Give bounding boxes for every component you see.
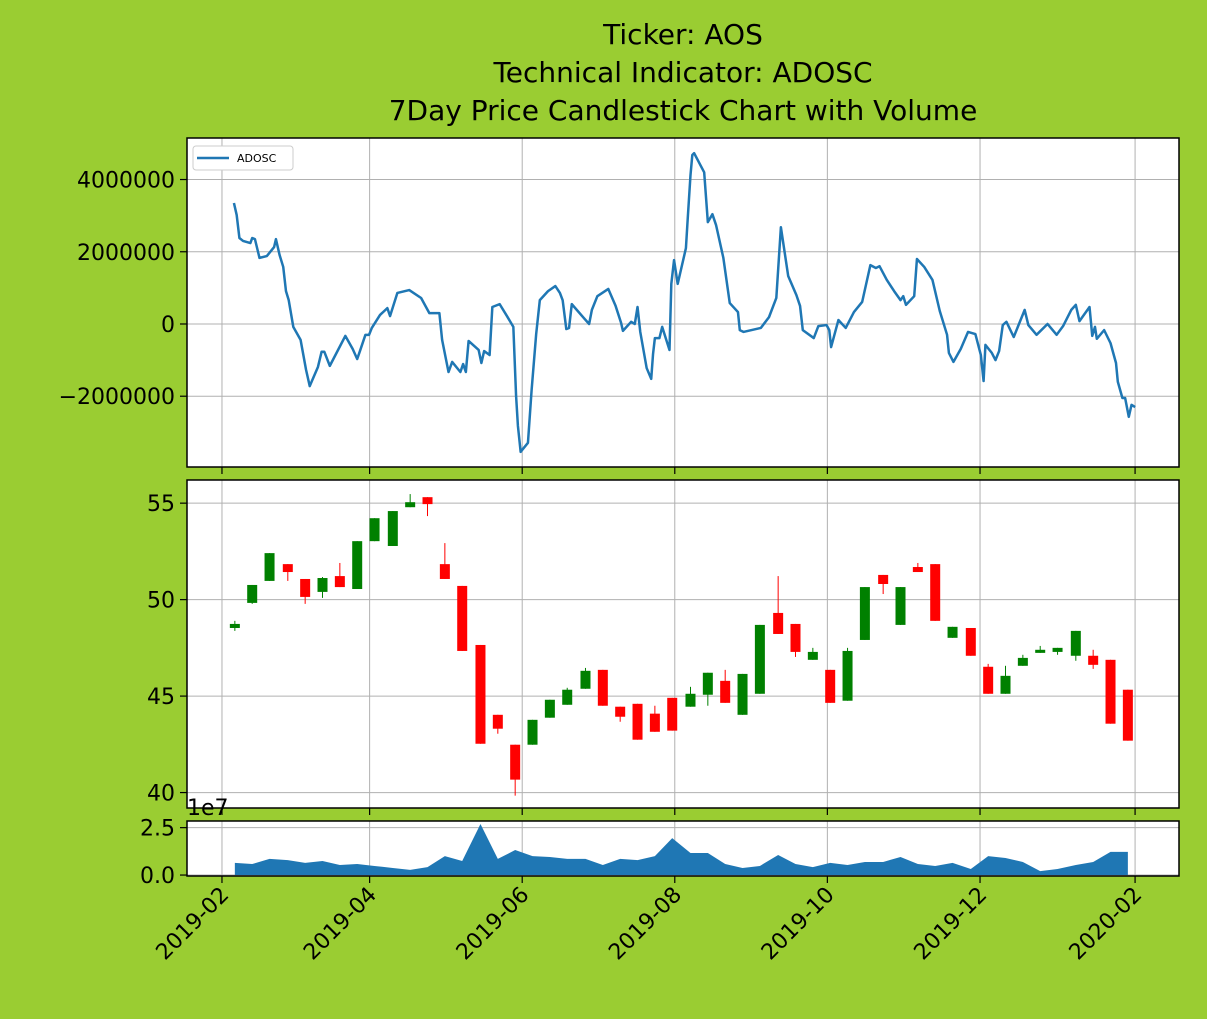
candle-body xyxy=(580,670,591,689)
axes-background xyxy=(187,480,1179,808)
title-line: Ticker: AOS xyxy=(602,18,763,51)
candle-body xyxy=(1052,647,1063,652)
candle-body xyxy=(615,706,626,717)
candle-body xyxy=(475,644,486,744)
candle-body xyxy=(264,553,275,581)
candle-body xyxy=(1035,649,1046,653)
title-line: Technical Indicator: ADOSC xyxy=(492,56,872,89)
candle-body xyxy=(754,624,765,694)
candle-body xyxy=(790,623,801,652)
candle-body xyxy=(334,576,345,588)
candle-body xyxy=(720,680,731,703)
candle-body xyxy=(737,673,748,715)
candle-body xyxy=(702,672,713,695)
axis-offset-label: 1e7 xyxy=(187,796,229,821)
y-tick-label: 45 xyxy=(147,685,175,710)
candle-body xyxy=(387,511,398,546)
candle-body xyxy=(229,623,240,628)
candle-body xyxy=(912,567,923,573)
y-tick-label: 4000000 xyxy=(77,169,175,194)
y-tick-label: 2.5 xyxy=(140,817,175,842)
candle-body xyxy=(544,699,555,718)
candle-body xyxy=(510,744,521,780)
candle-body xyxy=(247,584,258,603)
candle-body xyxy=(685,693,696,707)
candle-body xyxy=(632,703,643,740)
candle-body xyxy=(895,587,906,625)
candle-body xyxy=(930,564,941,621)
candle-body xyxy=(300,578,311,597)
candle-body xyxy=(667,697,678,731)
candle-body xyxy=(773,612,784,634)
candle-body xyxy=(492,714,503,729)
candle-body xyxy=(597,669,608,706)
axes-frame xyxy=(186,137,1180,468)
axes-frame xyxy=(186,479,1180,809)
candle-body xyxy=(1088,655,1099,665)
candle-body xyxy=(562,689,573,705)
y-tick-label: 0.0 xyxy=(140,864,175,889)
candle-body xyxy=(317,578,328,592)
volume-area xyxy=(234,824,1128,876)
candle-body xyxy=(422,497,433,505)
candle-body xyxy=(649,713,660,732)
candle-body xyxy=(807,651,818,660)
y-tick-label: 50 xyxy=(147,589,175,614)
candle-body xyxy=(457,585,468,651)
y-tick-label: −2000000 xyxy=(59,385,175,410)
candle-body xyxy=(842,650,853,701)
legend-box xyxy=(192,145,294,171)
candle-body xyxy=(527,719,538,745)
candle-body xyxy=(859,587,870,640)
axes-background xyxy=(187,138,1179,467)
candle-body xyxy=(405,502,416,508)
candle-body xyxy=(1070,630,1081,656)
candle-body xyxy=(825,669,836,703)
legend-label: ADOSC xyxy=(237,152,277,165)
candle-body xyxy=(878,574,889,584)
candle-body xyxy=(439,564,450,579)
candle-body xyxy=(352,541,363,590)
candle-body xyxy=(282,564,293,573)
y-tick-label: 2000000 xyxy=(77,241,175,266)
data-line xyxy=(232,151,1136,454)
y-tick-label: 40 xyxy=(147,782,175,807)
candle-body xyxy=(947,626,958,638)
candle-body xyxy=(1105,659,1116,724)
y-tick-label: 55 xyxy=(147,492,175,517)
candle-body xyxy=(369,518,380,542)
candle-body xyxy=(1017,657,1028,666)
candle-body xyxy=(965,627,976,656)
candle-body xyxy=(1122,689,1133,741)
candle-body xyxy=(1000,675,1011,694)
axes-frame xyxy=(186,820,1180,877)
y-tick-label: 0 xyxy=(161,313,175,338)
candle-body xyxy=(983,666,994,694)
title-line: 7Day Price Candlestick Chart with Volume xyxy=(389,94,978,127)
